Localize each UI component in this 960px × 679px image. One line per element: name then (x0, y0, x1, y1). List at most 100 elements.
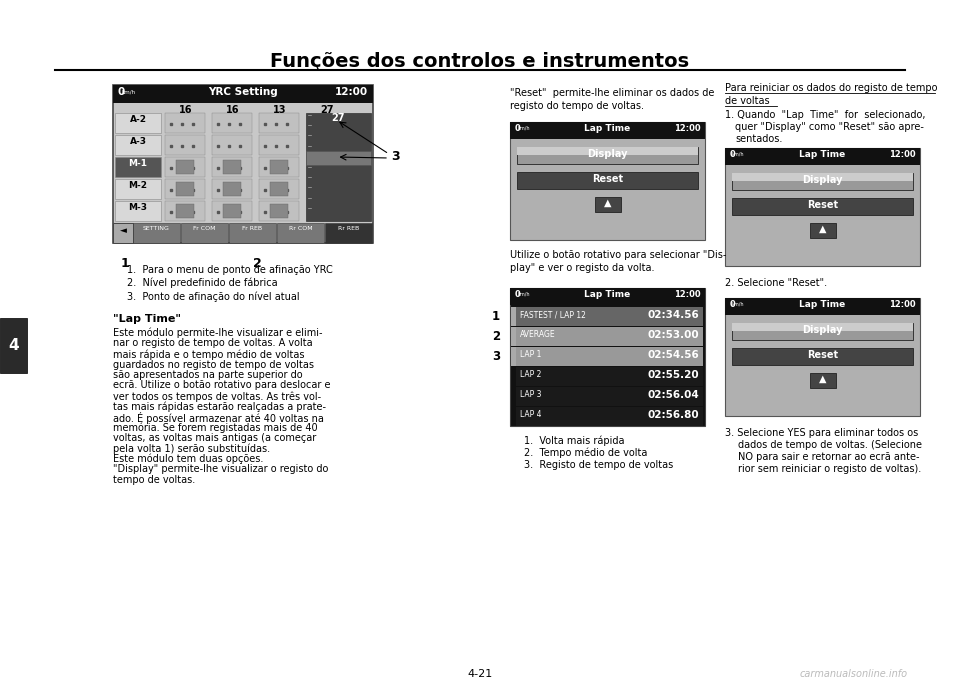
Bar (809, 223, 835, 238)
Text: 16: 16 (227, 105, 240, 115)
Bar (517, 172, 698, 189)
Bar (115, 179, 161, 199)
Text: 16: 16 (180, 105, 193, 115)
Text: 2.  Tempo médio de volta: 2. Tempo médio de volta (524, 448, 647, 458)
Bar (113, 85, 373, 103)
Text: 12:00: 12:00 (674, 124, 701, 133)
Text: Lap Time: Lap Time (800, 300, 846, 309)
Text: NO para sair e retornar ao ecrã ante-: NO para sair e retornar ao ecrã ante- (738, 452, 920, 462)
Text: ado. É possível armazenar até 40 voltas na: ado. É possível armazenar até 40 voltas … (113, 412, 324, 424)
Text: 12:00: 12:00 (889, 300, 916, 309)
Bar (732, 323, 913, 340)
Bar (511, 347, 516, 366)
Bar (212, 179, 252, 199)
Bar (115, 135, 161, 155)
Bar (510, 122, 705, 240)
Bar (165, 201, 205, 221)
Bar (270, 160, 288, 174)
Text: "Lap Time": "Lap Time" (113, 314, 181, 324)
Bar (212, 113, 252, 133)
Bar (229, 223, 276, 243)
Bar (212, 135, 252, 155)
Text: 4-21: 4-21 (468, 669, 492, 679)
Text: km/h: km/h (732, 151, 745, 156)
Bar (510, 122, 705, 139)
Bar (277, 223, 324, 243)
Text: Utilize o botão rotativo para selecionar "Dis-: Utilize o botão rotativo para selecionar… (510, 250, 727, 260)
Text: carmanualsonline.info: carmanualsonline.info (800, 669, 908, 679)
Text: de voltas: de voltas (725, 96, 770, 106)
Text: 3. Selecione YES para eliminar todos os: 3. Selecione YES para eliminar todos os (725, 428, 919, 438)
Text: M-1: M-1 (129, 159, 148, 168)
Text: 2: 2 (492, 331, 500, 344)
Text: 2. Selecione "Reset".: 2. Selecione "Reset". (725, 278, 828, 288)
Bar (0, 318, 27, 373)
Text: 02:53.00: 02:53.00 (647, 330, 699, 340)
Bar (259, 113, 299, 133)
Bar (306, 151, 371, 165)
Text: 27: 27 (332, 113, 346, 123)
Text: ▲: ▲ (819, 224, 827, 234)
Text: km/h: km/h (517, 125, 530, 130)
Text: 3: 3 (492, 350, 500, 363)
Text: Rr REB: Rr REB (338, 226, 359, 231)
Text: LAP 1: LAP 1 (520, 350, 541, 359)
Text: rior sem reiniciar o registo de voltas).: rior sem reiniciar o registo de voltas). (738, 464, 922, 474)
Text: 3: 3 (391, 150, 399, 163)
Text: 12:00: 12:00 (335, 87, 368, 97)
Text: Fr REB: Fr REB (243, 226, 263, 231)
Bar (270, 182, 288, 196)
Text: 1. Quando  "Lap  Time"  for  selecionado,: 1. Quando "Lap Time" for selecionado, (725, 110, 925, 120)
Bar (732, 323, 913, 331)
Bar (510, 288, 705, 305)
Text: LAP 2: LAP 2 (520, 370, 541, 379)
Bar (133, 223, 180, 243)
Text: AVERAGE: AVERAGE (520, 330, 556, 339)
Text: 0: 0 (730, 300, 735, 309)
Bar (181, 223, 228, 243)
Text: nar o registo de tempo de voltas. A volta: nar o registo de tempo de voltas. A volt… (113, 339, 313, 348)
Text: 1: 1 (492, 310, 500, 323)
Text: A-2: A-2 (130, 115, 147, 124)
Text: ▲: ▲ (819, 374, 827, 384)
Bar (259, 135, 299, 155)
Bar (165, 179, 205, 199)
Bar (510, 288, 705, 426)
Bar (223, 204, 241, 218)
Bar (809, 373, 835, 388)
Bar (115, 201, 161, 221)
Text: 02:34.56: 02:34.56 (647, 310, 699, 320)
Bar (113, 85, 373, 243)
Bar (165, 113, 205, 133)
Text: Funções dos controlos e instrumentos: Funções dos controlos e instrumentos (271, 52, 689, 71)
Bar (115, 157, 161, 177)
Text: Display: Display (803, 175, 843, 185)
Bar (516, 307, 703, 326)
Bar (306, 113, 371, 221)
Text: "Display" permite-lhe visualizar o registo do: "Display" permite-lhe visualizar o regis… (113, 464, 328, 475)
Text: 2: 2 (253, 257, 262, 270)
Text: guardados no registo de tempo de voltas: guardados no registo de tempo de voltas (113, 359, 314, 369)
Text: 3.  Registo de tempo de voltas: 3. Registo de tempo de voltas (524, 460, 673, 470)
Bar (165, 135, 205, 155)
Text: Este módulo permite-lhe visualizar e elimi-: Este módulo permite-lhe visualizar e eli… (113, 328, 323, 339)
Text: 1.  Para o menu de ponto de afinação YRC: 1. Para o menu de ponto de afinação YRC (127, 265, 333, 275)
Text: Lap Time: Lap Time (585, 124, 631, 133)
Text: 02:55.20: 02:55.20 (647, 370, 699, 380)
Text: 2.  Nível predefinido de fábrica: 2. Nível predefinido de fábrica (127, 278, 277, 289)
Text: registo do tempo de voltas.: registo do tempo de voltas. (510, 101, 644, 111)
Bar (212, 201, 252, 221)
Bar (516, 327, 703, 346)
Text: A-3: A-3 (130, 137, 147, 146)
Text: 0: 0 (515, 124, 520, 133)
Text: YRC Setting: YRC Setting (208, 87, 277, 97)
Text: ◄: ◄ (120, 226, 127, 235)
Text: 0: 0 (118, 87, 125, 97)
Text: Rr COM: Rr COM (289, 226, 312, 231)
Bar (113, 223, 133, 243)
Bar (259, 201, 299, 221)
Bar (732, 173, 913, 181)
Text: Display: Display (588, 149, 628, 159)
Text: 0: 0 (515, 290, 520, 299)
Text: 12:00: 12:00 (674, 290, 701, 299)
